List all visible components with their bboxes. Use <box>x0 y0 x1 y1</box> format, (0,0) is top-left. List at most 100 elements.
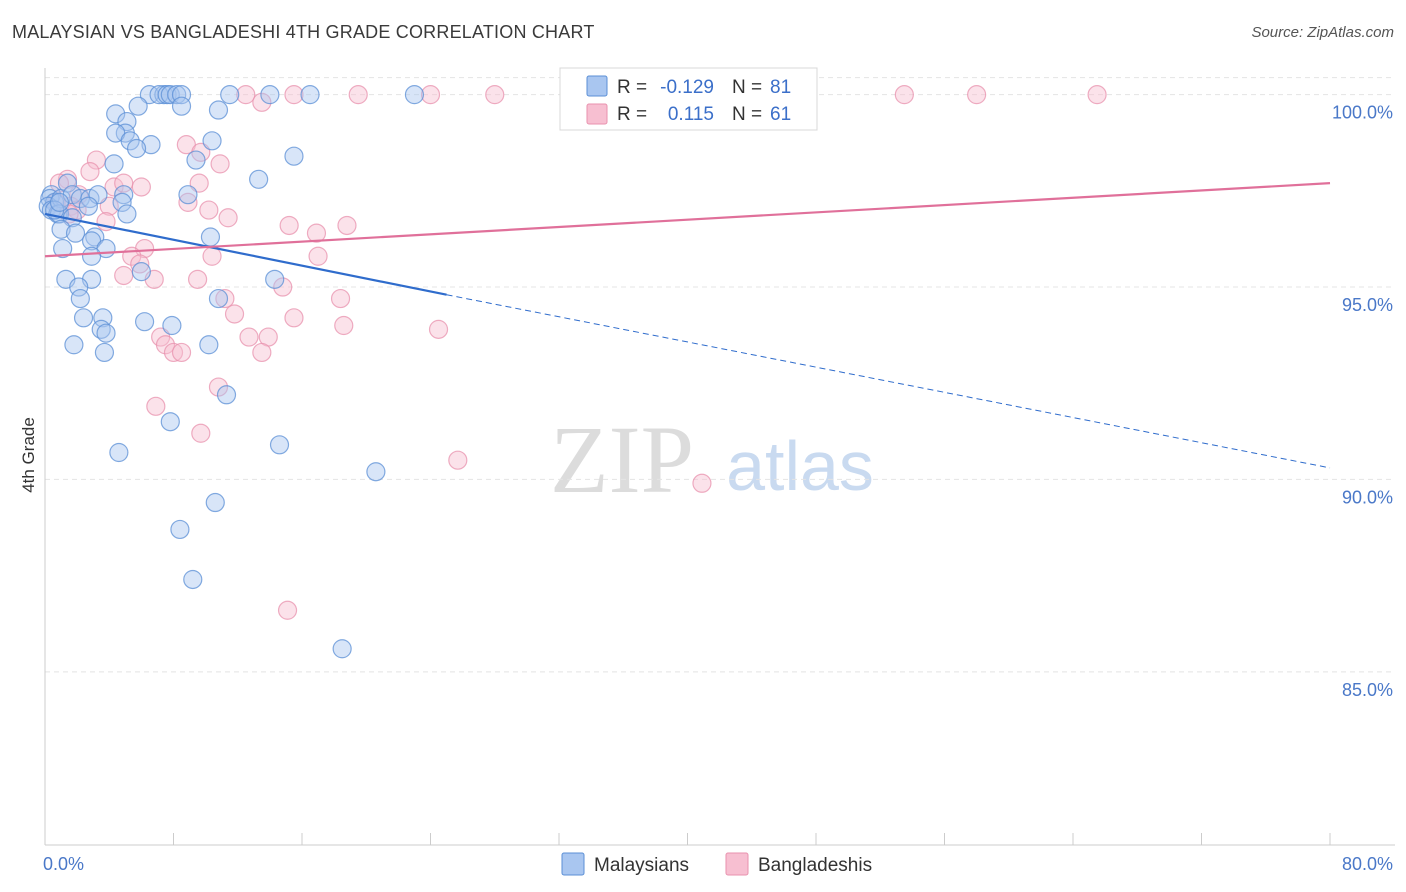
malaysian-point <box>170 519 190 540</box>
x-tick-label: 0.0% <box>43 854 84 874</box>
malaysian-point <box>202 131 222 151</box>
bottom-legend-label-bangladeshis: Bangladeshis <box>758 855 872 876</box>
malaysian-trend-line <box>44 212 447 296</box>
chart-title: MALAYSIAN VS BANGLADESHI 4TH GRADE CORRE… <box>12 22 595 42</box>
malaysian-point <box>260 85 280 105</box>
malaysian-point <box>114 185 134 205</box>
series-legend: Malaysians Bangladeshis <box>561 852 872 876</box>
legend-r-label-malaysians: R = <box>617 77 647 98</box>
grid-lines <box>45 77 1395 673</box>
malaysian-point <box>183 569 203 590</box>
bangladeshi-point <box>284 85 304 105</box>
legend-n-value-malaysians: 81 <box>770 77 791 98</box>
bangladeshi-point <box>224 304 245 324</box>
y-tick-label: 100.0% <box>1332 103 1393 123</box>
bangladeshi-point <box>252 342 272 363</box>
bangladeshi-point <box>428 319 449 339</box>
malaysian-point <box>160 85 180 105</box>
bangladeshi-point <box>348 85 368 105</box>
bangladeshi-point <box>1087 85 1107 105</box>
malaysian-point <box>366 462 386 482</box>
bangladeshi-point <box>99 196 119 216</box>
bangladeshi-point <box>215 288 235 309</box>
bangladeshi-point <box>279 215 299 236</box>
malaysian-point <box>269 435 290 455</box>
legend-r-label-bangladeshis: R = <box>617 104 647 125</box>
bangladeshi-point <box>894 85 914 105</box>
bangladeshi-point <box>199 200 219 220</box>
malaysian-point <box>106 104 126 124</box>
malaysian-point <box>208 288 229 309</box>
bangladeshi-point <box>155 335 176 355</box>
bangladeshi-point <box>146 396 166 416</box>
malaysian-point <box>160 412 180 432</box>
malaysian-point <box>220 85 240 105</box>
bangladeshi-point <box>236 85 256 105</box>
malaysian-point <box>65 223 86 243</box>
x-tick-label: 80.0% <box>1342 854 1393 874</box>
malaysian-point <box>78 196 98 216</box>
malaysian-point <box>70 288 90 309</box>
malaysian-point <box>73 308 94 328</box>
bangladeshi-point <box>284 308 304 328</box>
malaysian-point <box>112 192 132 212</box>
malaysian-point <box>109 442 129 463</box>
bangladeshi-point <box>208 377 229 397</box>
malaysian-point <box>171 96 192 116</box>
bangladeshi-point <box>306 223 327 243</box>
bottom-legend-label-malaysians: Malaysians <box>594 855 689 876</box>
bangladeshi-point <box>163 342 184 363</box>
malaysian-point <box>208 100 229 120</box>
bangladeshi-point <box>104 177 124 197</box>
bangladeshi-point <box>420 85 441 105</box>
malaysian-trend-extension <box>446 294 1331 469</box>
legend-n-value-bangladeshis: 61 <box>770 104 791 125</box>
bottom-legend-swatch-bangladeshis <box>725 852 749 876</box>
malaysian-point <box>128 96 148 116</box>
malaysian-point <box>131 262 151 282</box>
bangladeshi-trend-line <box>44 182 1331 258</box>
malaysian-point <box>49 192 70 212</box>
bottom-legend-swatch-malaysians <box>561 852 585 876</box>
legend-r-value-bangladeshis: 0.115 <box>668 104 714 125</box>
malaysian-point <box>199 335 219 355</box>
malaysian-point <box>117 204 137 224</box>
bangladeshi-point <box>218 208 238 228</box>
legend-swatch-malaysians <box>586 75 608 97</box>
malaysian-point <box>178 185 198 205</box>
legend-n-label-malaysians: N = <box>732 77 762 98</box>
malaysian-point <box>134 312 155 332</box>
stats-legend: R = -0.129 N = 81 R = 0.115 N = 61 <box>559 67 818 131</box>
bangladeshi-point <box>252 92 272 112</box>
data-points <box>38 85 1107 659</box>
malaysian-point <box>120 131 140 151</box>
y-axis-title: 4th Grade <box>19 417 38 493</box>
malaysian-point <box>57 173 78 193</box>
bangladeshi-point <box>171 342 192 363</box>
legend-swatch-bangladeshis <box>586 103 608 125</box>
malaysian-point <box>200 227 221 247</box>
bangladeshi-point <box>210 154 230 174</box>
axes: 100.0% 95.0% 90.0% 85.0% 0.0% 80.0% <box>43 68 1395 874</box>
legend-n-label-bangladeshis: N = <box>732 104 762 125</box>
bangladeshi-point <box>130 254 150 274</box>
chart-source: Source: ZipAtlas.com <box>1251 24 1394 41</box>
bangladeshi-point <box>337 215 357 236</box>
malaysian-point <box>171 85 192 105</box>
bangladeshi-point <box>178 192 198 212</box>
watermark: ZIP atlas <box>550 406 874 513</box>
malaysian-point <box>332 639 352 659</box>
bangladeshi-point <box>189 173 209 193</box>
malaysian-point <box>141 135 161 155</box>
malaysian-point <box>216 385 237 405</box>
bangladeshi-point <box>334 315 354 336</box>
bangladeshi-point <box>131 177 151 197</box>
bangladeshi-point <box>239 327 259 347</box>
malaysian-point <box>51 219 71 239</box>
bangladeshi-point <box>967 85 987 105</box>
bangladeshi-point <box>114 265 134 286</box>
y-tick-label: 90.0% <box>1342 487 1393 507</box>
bangladeshi-point <box>187 269 208 289</box>
bangladeshi-point <box>80 161 100 182</box>
